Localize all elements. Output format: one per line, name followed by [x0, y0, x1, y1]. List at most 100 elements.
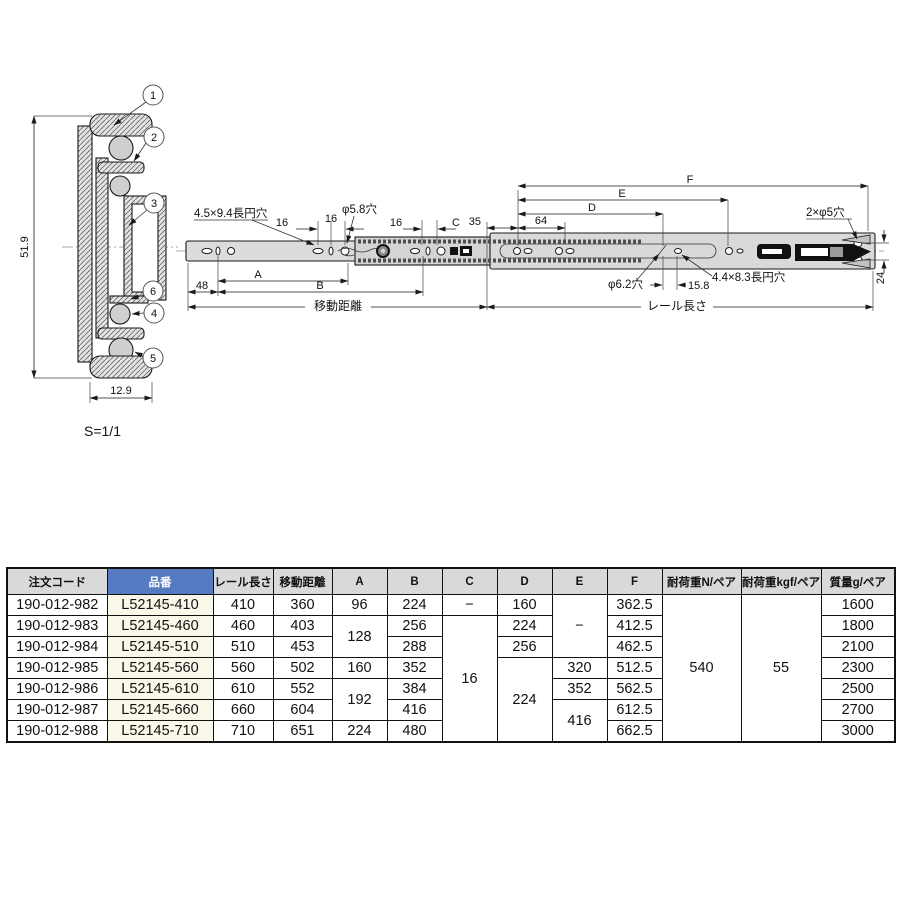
callout-circle-2 [143, 126, 165, 148]
dim-16-c: 16 [390, 217, 402, 229]
dim-b-value: 384 [386, 678, 443, 700]
dim-a: A [254, 269, 262, 281]
rail-length: 510 [212, 636, 274, 658]
part-number: L52145-660 [106, 699, 214, 721]
callout-circle-3 [143, 192, 165, 214]
dim-35: 35 [469, 216, 481, 228]
hole-62-mark [658, 244, 667, 255]
rail-length: 710 [212, 720, 274, 743]
outer-rail [489, 232, 876, 270]
part-number: L52145-710 [106, 720, 214, 743]
rail-length-label: レール長さ [647, 299, 707, 313]
callout-5: 5 [150, 353, 156, 365]
dim-16-a: 16 [276, 217, 288, 229]
upper-race [97, 161, 145, 174]
callout-6: 6 [150, 286, 156, 298]
spec-table: 注文コード 品番 レール長さ 移動距離 A B C D E F 耐荷重N/ペア … [6, 567, 896, 743]
slot-label-left: 4.5×9.4長円穴 [194, 206, 268, 220]
rear-latch-assembly [757, 234, 871, 269]
order-code: 190-012-987 [6, 699, 108, 721]
dim-f: F [687, 174, 694, 186]
header-f: F [606, 567, 663, 595]
order-code: 190-012-984 [6, 636, 108, 658]
outer-rail-slot [499, 243, 717, 259]
part-number: L52145-460 [106, 615, 214, 637]
mass-value: 1800 [820, 615, 896, 637]
dim-f-value: 462.5 [606, 636, 663, 658]
header-d: D [496, 567, 553, 595]
table-row: 190-012-987 L52145-660 660 604 416 416 6… [6, 699, 896, 743]
callout-4: 4 [151, 308, 157, 320]
dim-b-value: 288 [386, 636, 443, 658]
dim-e-value: 320 [551, 657, 608, 679]
mass-value: 2100 [820, 636, 896, 658]
section-profile [77, 113, 167, 379]
header-part-number: 品番 [106, 567, 214, 595]
header-travel: 移動距離 [272, 567, 333, 595]
callouts: 1 2 3 6 4 5 [113, 84, 165, 369]
mass-value: 2500 [820, 678, 896, 700]
dim-e-value: − [551, 594, 608, 658]
travel: 502 [272, 657, 333, 679]
dim-c-value: − [441, 594, 498, 616]
dim-f-value: 512.5 [606, 657, 663, 679]
lower-dimensions: A 48 B 移動距離 レール長さ φ6.2穴 15.8 4.4×8.3長円穴 [187, 230, 889, 313]
travel: 552 [272, 678, 333, 700]
load-kgf-value: 55 [740, 594, 822, 743]
dim-e-value: 352 [551, 678, 608, 700]
ball-bearing-upper [109, 175, 131, 197]
dim-b-value: 416 [386, 699, 443, 721]
callout-circle-5 [142, 347, 164, 369]
ball-bearing-top [108, 135, 134, 161]
load-n-value: 540 [661, 594, 742, 743]
rail-length: 410 [212, 594, 274, 616]
dim-a-value: 160 [331, 657, 388, 679]
dim-a-value: 96 [331, 594, 388, 616]
header-c: C [441, 567, 498, 595]
travel-label: 移動距離 [314, 299, 362, 313]
height-dim-label: 51.9 [19, 236, 31, 257]
mass-value: 2300 [820, 657, 896, 679]
header-e: E [551, 567, 608, 595]
dim-d-value: 256 [496, 636, 553, 658]
table-row: 190-012-988 L52145-710 710 651 224 480 6… [6, 720, 896, 743]
part-number: L52145-560 [106, 657, 214, 679]
width-dimension: 12.9 [89, 382, 153, 403]
order-code: 190-012-988 [6, 720, 108, 743]
part-number: L52145-410 [106, 594, 214, 616]
header-rail-length: レール長さ [212, 567, 274, 595]
callout-2: 2 [151, 132, 157, 144]
dim-f-value: 362.5 [606, 594, 663, 616]
slot-label-right: 4.4×8.3長円穴 [712, 270, 786, 284]
dim-c: C [452, 217, 460, 229]
rail-length: 560 [212, 657, 274, 679]
dim-48: 48 [196, 280, 208, 292]
dim-e: E [618, 188, 625, 200]
header-load-kgf: 耐荷重kgf/ペア [740, 567, 822, 595]
dim-e-value: 416 [551, 699, 608, 743]
dim-b-value: 256 [386, 615, 443, 637]
dim-b: B [316, 280, 323, 292]
latch-block-slot [463, 249, 469, 253]
dim-f-value: 612.5 [606, 699, 663, 721]
table-row: 190-012-982 L52145-410 410 360 96 224 − … [6, 594, 896, 743]
header-order-code: 注文コード [6, 567, 108, 595]
ball-bearing-lower [109, 303, 131, 325]
part-number: L52145-610 [106, 678, 214, 700]
dim-f-value: 412.5 [606, 615, 663, 637]
scale-label: S=1/1 [84, 423, 121, 439]
rail-length: 660 [212, 699, 274, 721]
side-view-drawing: 4.5×9.4長円穴 16 16 φ5.8穴 16 C [176, 174, 889, 313]
dim-c-value: 16 [441, 615, 498, 743]
dim-64: 64 [535, 215, 547, 227]
dim-158: 15.8 [688, 280, 709, 292]
dim-d-value: 160 [496, 594, 553, 616]
order-code: 190-012-982 [6, 594, 108, 616]
travel: 453 [272, 636, 333, 658]
table-header-row: 注文コード 品番 レール長さ 移動距離 A B C D E F 耐荷重N/ペア … [6, 567, 896, 595]
hole-label-62: φ6.2穴 [608, 277, 643, 291]
outer-rail-web [77, 125, 93, 363]
order-code: 190-012-985 [6, 657, 108, 679]
callout-3: 3 [151, 198, 157, 210]
